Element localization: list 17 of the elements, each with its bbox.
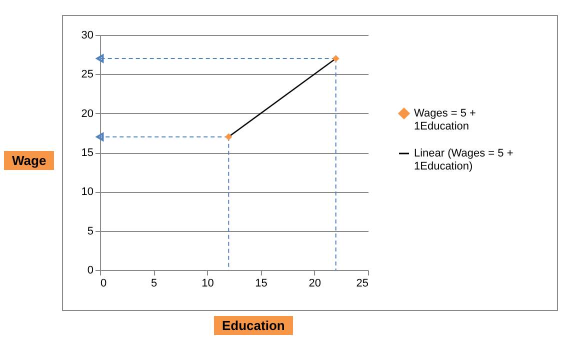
y-tick-label: 0	[87, 264, 94, 276]
x-tick-label: 5	[151, 278, 158, 290]
x-tick-label: 20	[308, 278, 322, 290]
y-tick-label: 5	[87, 225, 94, 238]
legend-label: Linear (Wages = 5 + 1Education)	[414, 148, 514, 172]
x-tick-label: 0	[100, 278, 107, 290]
x-tick-label: 10	[202, 278, 214, 290]
y-tick-label: 15	[81, 147, 94, 159]
x-tick-label: 25	[356, 278, 368, 290]
y-tick-label: 10	[81, 186, 94, 198]
y-axis-title: Wage	[4, 151, 54, 170]
x-tick-label: 15	[255, 278, 268, 290]
x-axis-title: Education	[214, 316, 293, 335]
y-tick-label: 30	[81, 30, 94, 42]
legend-label: Wages = 5 + 1Education	[414, 108, 476, 132]
y-tick-label: 25	[81, 68, 94, 81]
y-tick-label: 20	[81, 108, 94, 120]
